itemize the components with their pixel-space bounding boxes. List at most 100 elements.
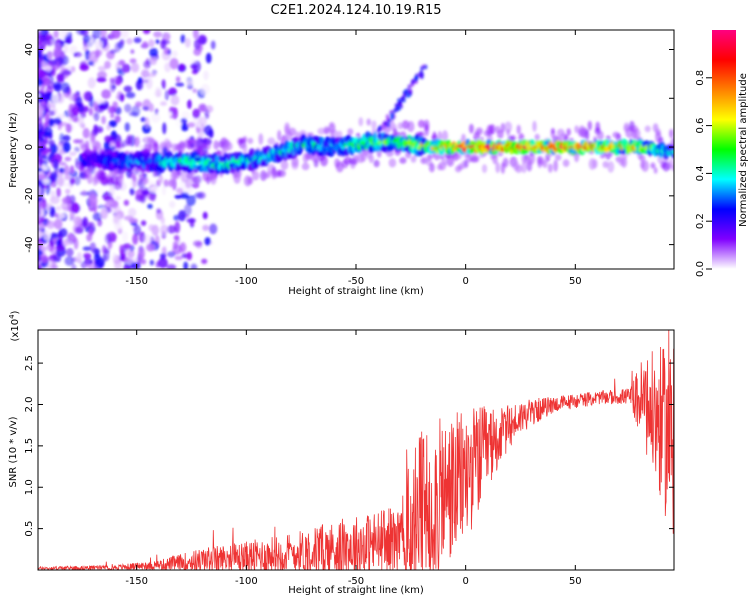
spectrogram-noise-cell xyxy=(76,30,86,36)
spectrogram-noise-cell xyxy=(146,243,155,252)
spectrogram-noise-cell xyxy=(160,224,169,235)
spectrogram-halo-cell xyxy=(492,152,498,165)
spectrogram-noise-cell xyxy=(97,71,107,80)
spectrogram-noise-cell xyxy=(77,116,85,127)
spectrogram-noise-cell xyxy=(48,139,55,147)
y-tick-label: 40 xyxy=(24,43,35,56)
spectrogram-noise-cell xyxy=(64,175,71,180)
spectrogram-halo-cell xyxy=(163,179,169,188)
spectrogram-ridge-cell xyxy=(185,152,189,158)
spectrogram-noise-cell xyxy=(188,227,195,235)
spectrogram-halo-cell xyxy=(323,126,330,135)
spectrogram-noise-cell xyxy=(119,38,125,46)
spectrogram-halo-cell xyxy=(566,128,571,136)
spectrogram-noise-cell xyxy=(65,123,72,133)
spectrogram-halo-cell xyxy=(650,162,656,169)
spectrogram-noise-cell xyxy=(168,87,177,96)
spectrogram-noise-cell xyxy=(115,77,122,86)
spectrogram-noise-cell xyxy=(175,82,185,87)
spectrogram-halo-cell xyxy=(516,124,521,135)
spectrogram-halo-cell xyxy=(399,157,407,164)
spectrogram-noise-cell xyxy=(140,258,147,265)
spectrogram-tail-cell xyxy=(408,88,413,94)
spectrogram-halo-cell xyxy=(634,128,641,140)
spectrogram-halo-cell xyxy=(511,135,516,142)
spectrogram-halo-cell xyxy=(563,134,569,143)
spectrogram-noise-cell xyxy=(123,199,130,206)
spectrogram-noise-cell xyxy=(112,252,117,261)
spectrogram-noise-cell xyxy=(129,58,137,64)
spectrogram-halo-cell xyxy=(373,159,380,168)
spectrogram-noise-cell xyxy=(120,249,127,260)
spectrogram-noise-cell xyxy=(63,44,69,53)
spectrogram-halo-cell xyxy=(158,174,164,184)
spectrogram-noise-cell xyxy=(149,47,159,58)
spectrogram-halo-cell xyxy=(368,154,375,164)
spectrogram-noise-cell xyxy=(192,88,197,93)
spectrogram-noise-cell xyxy=(94,49,101,59)
spectrogram-noise-cell xyxy=(192,30,199,40)
spectrogram-halo-cell xyxy=(596,130,604,141)
spectrogram-halo-cell xyxy=(195,177,200,185)
spectrogram-noise-cell xyxy=(62,135,71,142)
spectrogram-noise-cell xyxy=(179,63,185,71)
spectrogram-noise-cell xyxy=(192,108,201,119)
spectrogram-halo-cell xyxy=(258,133,264,145)
spectrogram-noise-cell xyxy=(160,101,167,106)
spectrogram-noise-cell xyxy=(120,30,129,39)
snr-x-axis-label: Height of straight line (km) xyxy=(288,585,424,596)
spectrogram-noise-cell xyxy=(46,264,57,269)
spectrogram-noise-cell xyxy=(96,77,107,83)
snr-y-axis-label: SNR (10 * v/v) xyxy=(8,416,19,487)
spectrogram-tail-cell xyxy=(414,76,419,81)
spectrogram-halo-cell xyxy=(388,158,397,168)
spectrogram-noise-cell xyxy=(82,91,91,101)
spectrogram-noise-cell xyxy=(38,249,43,257)
spectrogram-noise-cell xyxy=(41,77,51,86)
spectrogram-noise-cell xyxy=(100,208,108,220)
spectrogram-noise-cell xyxy=(200,83,210,95)
spectrogram-noise-cell xyxy=(41,164,48,171)
spectrogram-ridge-cell xyxy=(215,155,219,164)
spectrogram-noise-cell xyxy=(140,186,151,195)
spectrogram-y-ticks: -40 -20 0 20 40 xyxy=(24,43,674,253)
spectrogram-noise-cell xyxy=(148,103,154,113)
spectrogram-noise-cell xyxy=(164,90,170,101)
spectrogram-noise-cell xyxy=(38,110,43,119)
spectrogram-noise-cell xyxy=(64,35,73,45)
spectrogram-noise-cell xyxy=(155,39,160,44)
spectrogram-noise-cell xyxy=(167,251,176,258)
spectrogram-noise-cell xyxy=(65,247,74,257)
spectrogram-noise-cell xyxy=(210,40,216,50)
spectrogram-tail-cell xyxy=(410,79,415,85)
spectrogram-noise-cell xyxy=(190,263,198,269)
spectrogram-noise-cell xyxy=(198,103,207,112)
spectrogram-noise-cell xyxy=(52,159,60,170)
spectrogram-noise-cell xyxy=(161,247,167,254)
spectrogram-tail-cell xyxy=(376,128,381,134)
spectrogram-halo-cell xyxy=(475,127,483,135)
spectrogram-noise-cell xyxy=(93,112,100,122)
spectrogram-noise-cell xyxy=(114,205,121,213)
spectrogram-noise-cell xyxy=(115,106,122,115)
spectrogram-noise-cell xyxy=(170,94,180,106)
spectrogram-noise-cell xyxy=(196,122,202,128)
spectrogram-halo-cell xyxy=(592,159,598,169)
spectrogram-noise-cell xyxy=(125,256,134,264)
spectrogram-noise-cell xyxy=(174,221,181,234)
spectrogram-halo-cell xyxy=(644,125,651,133)
spectrogram-noise-cell xyxy=(56,73,65,82)
spectrogram-halo-cell xyxy=(515,164,523,173)
spectrogram-halo-cell xyxy=(607,161,615,173)
spectrogram-noise-cell xyxy=(55,205,62,211)
spectrogram-noise-cell xyxy=(180,117,188,125)
spectrogram-noise-cell xyxy=(38,197,46,203)
spectrogram-noise-cell xyxy=(184,37,191,48)
spectrogram-noise-cell xyxy=(48,110,55,117)
spectrogram-noise-cell xyxy=(101,115,106,125)
spectrogram-halo-cell xyxy=(247,137,254,144)
spectrogram-noise-cell xyxy=(161,79,166,90)
x-tick-label: 50 xyxy=(569,576,582,587)
spectrogram-noise-cell xyxy=(50,174,55,182)
spectrogram-halo-cell xyxy=(495,162,501,174)
